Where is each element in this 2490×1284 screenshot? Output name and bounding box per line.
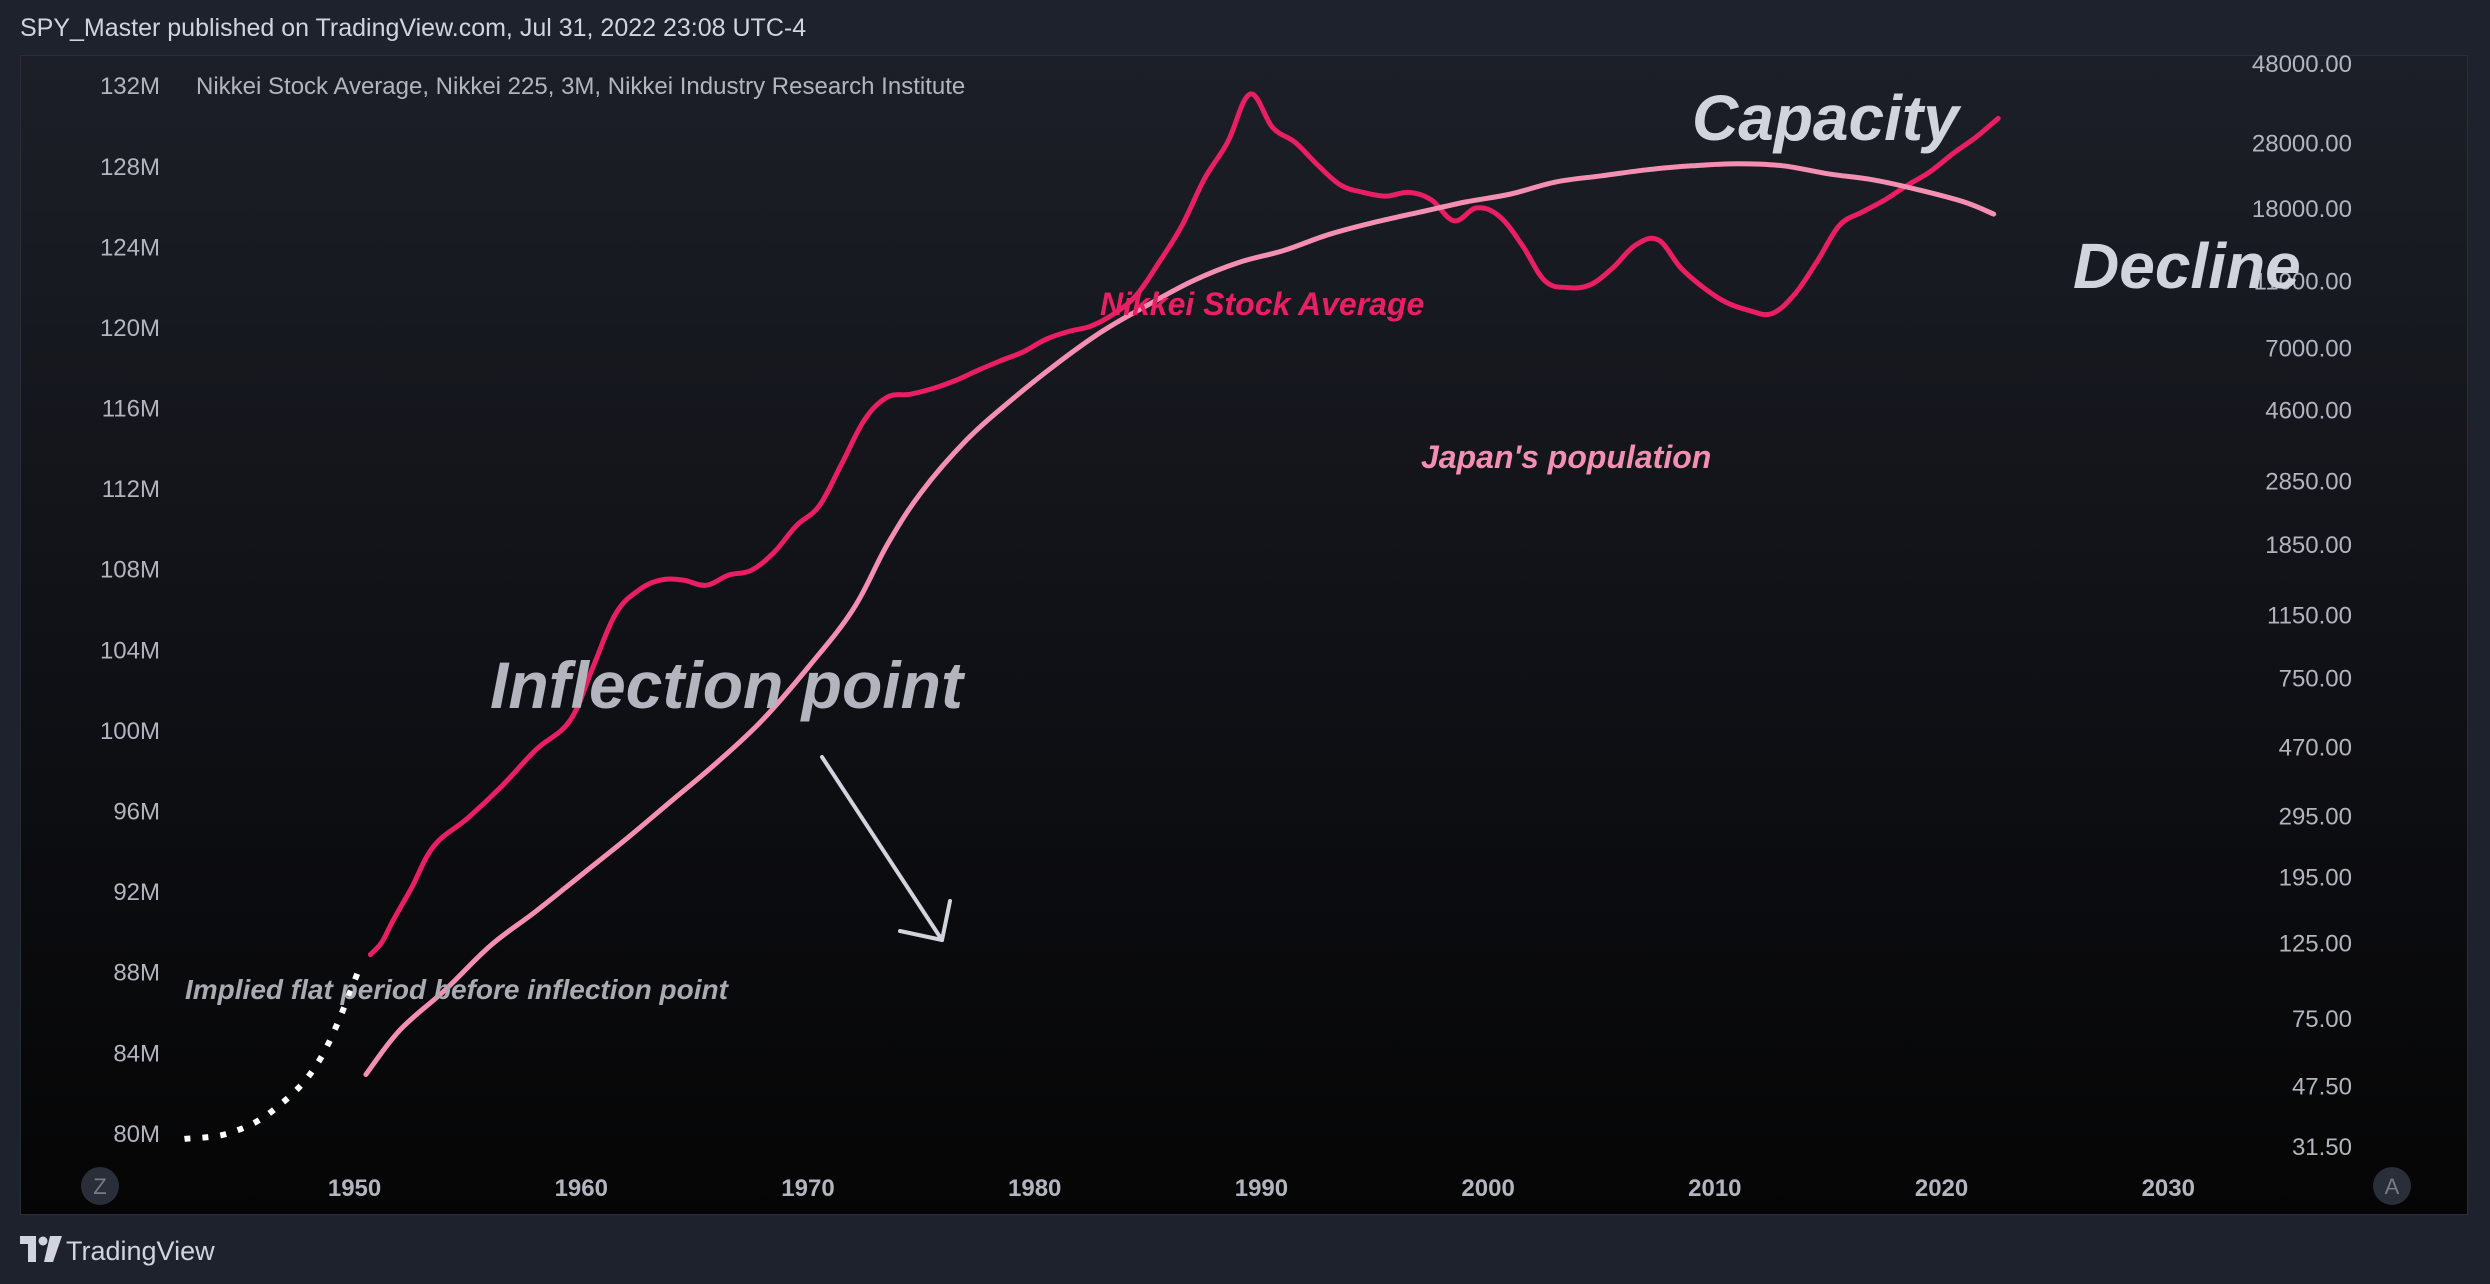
population-series-label: Japan's population [1421, 439, 1711, 475]
left-scale-button-label: Z [93, 1174, 106, 1199]
right-scale-button-label: A [2385, 1174, 2400, 1199]
left-axis-tick: 92M [113, 879, 160, 906]
left-scale-button[interactable]: Z [81, 1167, 119, 1205]
right-axis-tick: 125.00 [2279, 930, 2352, 957]
chart-title: Nikkei Stock Average, Nikkei 225, 3M, Ni… [196, 73, 965, 100]
right-axis-tick: 11000.00 [2254, 269, 2352, 296]
nikkei-series-label: Nikkei Stock Average [1100, 286, 1424, 322]
left-axis-tick: 128M [100, 154, 160, 181]
x-axis-tick: 1990 [1235, 1175, 1288, 1202]
x-axis-tick: 2020 [1915, 1175, 1968, 1202]
x-axis-tick: 2030 [2142, 1175, 2195, 1202]
inflection-arrow-head-right [940, 899, 952, 942]
left-axis-tick: 132M [100, 73, 160, 100]
right-axis-tick: 1850.00 [2265, 532, 2352, 559]
right-axis-tick: 28000.00 [2252, 131, 2352, 158]
right-axis-tick: 4600.00 [2265, 398, 2352, 425]
left-axis-tick: 80M [113, 1121, 160, 1148]
left-axis-tick: 96M [113, 799, 160, 826]
right-axis-tick: 47.50 [2292, 1073, 2352, 1100]
tradingview-logo-icon[interactable] [20, 1236, 62, 1262]
x-axis-tick: 1980 [1008, 1175, 1061, 1202]
left-axis-tick: 104M [100, 637, 160, 664]
footer-brand[interactable]: TradingView [66, 1236, 215, 1266]
decline-annotation: Decline [2073, 230, 2301, 302]
left-axis-tick: 120M [100, 315, 160, 342]
population-line [363, 161, 1997, 1077]
right-axis-tick: 1150.00 [2267, 602, 2352, 629]
right-axis-tick: 295.00 [2279, 803, 2352, 830]
right-axis-tick: 31.50 [2292, 1134, 2352, 1161]
nikkei-line [367, 91, 2001, 958]
x-axis-tick: 1970 [781, 1175, 834, 1202]
x-axis-tick: 1950 [328, 1175, 381, 1202]
x-axis-tick: 1960 [555, 1175, 608, 1202]
inflection-arrow [820, 755, 952, 942]
x-axis-tick: 2000 [1461, 1175, 1514, 1202]
right-axis-tick: 7000.00 [2265, 335, 2352, 362]
left-axis-tick: 112M [102, 476, 160, 503]
right-axis-tick: 18000.00 [2252, 196, 2352, 223]
inflection-annotation: Inflection point [490, 648, 966, 722]
implied-flat-annotation: Implied flat period before inflection po… [185, 974, 730, 1005]
x-axis-tick: 2010 [1688, 1175, 1741, 1202]
right-axis-tick: 470.00 [2279, 735, 2352, 762]
right-axis-tick: 75.00 [2292, 1006, 2352, 1033]
inflection-arrow-shaft [820, 755, 944, 942]
left-axis-tick: 88M [113, 960, 160, 987]
right-axis-tick: 195.00 [2279, 865, 2352, 892]
capacity-annotation: Capacity [1692, 82, 1962, 154]
left-axis-tick: 116M [102, 396, 160, 423]
chart-panel[interactable] [20, 55, 2468, 1215]
right-axis-tick: 48000.00 [2252, 51, 2352, 78]
left-axis-tick: 100M [100, 718, 160, 745]
inflection-arrow-head-left [898, 929, 944, 942]
publisher-header: SPY_Master published on TradingView.com,… [0, 0, 2490, 58]
left-axis-tick: 84M [113, 1040, 160, 1067]
right-axis-tick: 750.00 [2279, 666, 2352, 693]
left-axis-tick: 108M [100, 557, 160, 584]
right-axis-tick: 2850.00 [2265, 468, 2352, 495]
left-axis-tick: 124M [100, 234, 160, 261]
footer-bar: TradingView [0, 1216, 2490, 1284]
chart-svg[interactable]: 132M 128M 124M 120M 116M 112M 108M 104M 100M 96M 9… [0, 0, 2490, 1216]
right-scale-button[interactable]: A [2373, 1167, 2411, 1205]
publisher-line: SPY_Master published on TradingView.com,… [20, 14, 807, 42]
